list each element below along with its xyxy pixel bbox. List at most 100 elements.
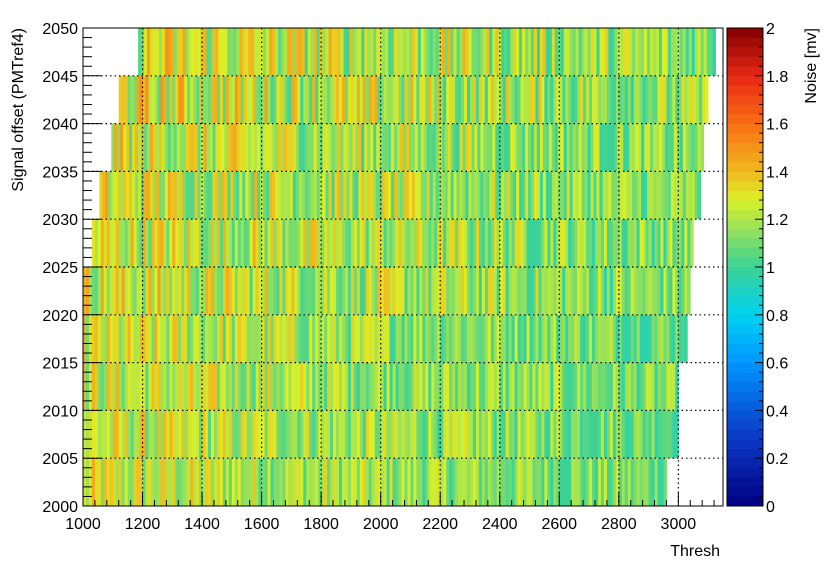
heatmap-cell <box>315 410 319 459</box>
heatmap-cell <box>276 362 280 411</box>
heatmap-cell <box>623 171 627 220</box>
heatmap-cell <box>157 458 161 506</box>
heatmap-cell <box>612 362 617 411</box>
heatmap-cell <box>182 28 187 76</box>
heatmap-cell <box>457 0 460 28</box>
heatmap-cell <box>577 410 581 459</box>
heatmap-cell <box>243 267 248 315</box>
heatmap-cell <box>173 123 178 172</box>
heatmap-cell <box>112 219 117 267</box>
heatmap-cell <box>362 75 367 124</box>
heatmap-cell <box>435 123 440 172</box>
heatmap-cell <box>218 171 222 220</box>
heatmap-cell <box>437 458 441 506</box>
heatmap-cell <box>397 123 401 172</box>
colorbar-swatch <box>727 152 763 163</box>
heatmap-cell <box>535 410 539 459</box>
heatmap-cell <box>542 28 547 76</box>
heatmap-cell <box>362 267 367 315</box>
heatmap-cell <box>230 28 234 76</box>
heatmap-cell <box>448 0 451 28</box>
heatmap-cell <box>103 410 108 459</box>
heatmap-cell <box>559 75 563 124</box>
heatmap-cell <box>504 0 507 28</box>
heatmap-cell <box>142 314 146 363</box>
heatmap-cell <box>300 219 304 267</box>
heatmap-cell <box>175 410 179 459</box>
heatmap-cell <box>364 171 368 220</box>
heatmap-cell <box>397 0 400 28</box>
heatmap-cell <box>364 123 368 172</box>
heatmap-cell <box>166 410 170 459</box>
heatmap-cell <box>94 410 99 459</box>
heatmap-cell <box>142 362 146 411</box>
heatmap-cell <box>203 171 207 220</box>
heatmap-cell <box>678 267 682 315</box>
heatmap-cell <box>520 458 524 506</box>
heatmap-cell <box>386 75 391 124</box>
heatmap-cell <box>187 458 191 506</box>
heatmap-cell <box>154 314 158 363</box>
heatmap-cell <box>230 123 234 172</box>
heatmap-cell <box>422 75 426 124</box>
heatmap-cell <box>522 28 526 76</box>
heatmap-cell <box>641 28 645 76</box>
heatmap-cell <box>547 410 551 459</box>
heatmap-cell <box>440 410 444 459</box>
heatmap-cell <box>467 219 471 267</box>
heatmap-cell <box>407 362 411 411</box>
heatmap-cell <box>663 410 667 459</box>
heatmap-cell <box>493 75 498 124</box>
heatmap-cell <box>507 28 511 76</box>
heatmap-cell <box>350 314 355 363</box>
heatmap-cell <box>511 314 516 363</box>
heatmap-cell <box>456 28 460 76</box>
heatmap-cell <box>615 267 620 315</box>
heatmap-cell <box>672 267 676 315</box>
heatmap-cell <box>481 75 486 124</box>
heatmap-cell <box>392 458 396 506</box>
heatmap-cell <box>689 0 692 28</box>
heatmap-cell <box>297 219 301 267</box>
heatmap-cell <box>355 123 359 172</box>
heatmap-cell <box>464 410 468 459</box>
heatmap-cell <box>230 171 234 220</box>
heatmap-cell <box>306 75 310 124</box>
heatmap-cell <box>282 267 286 315</box>
heatmap-cell <box>240 75 245 124</box>
heatmap-cell <box>588 0 591 28</box>
heatmap-cell <box>560 123 565 172</box>
heatmap-cell <box>386 219 391 267</box>
colorbar-swatch <box>727 295 763 306</box>
heatmap-cell <box>215 28 219 76</box>
heatmap-cell <box>267 410 271 459</box>
heatmap-cell <box>584 171 588 220</box>
heatmap-cell <box>269 123 273 172</box>
heatmap-cell <box>545 28 550 76</box>
heatmap-cell <box>684 314 688 363</box>
heatmap-cell <box>321 458 325 506</box>
heatmap-cell <box>148 75 152 124</box>
heatmap-cell <box>147 171 151 220</box>
heatmap-cell <box>197 28 201 76</box>
heatmap-cell <box>671 0 674 28</box>
heatmap-cell <box>446 75 450 124</box>
heatmap-cell <box>337 171 341 220</box>
heatmap-cell <box>233 28 237 76</box>
heatmap-cell <box>455 410 459 459</box>
y-tick-label: 2040 <box>42 117 78 134</box>
heatmap-cell <box>297 75 301 124</box>
heatmap-cell <box>440 219 444 267</box>
heatmap-cell <box>452 314 456 363</box>
heatmap-cell <box>279 75 283 124</box>
heatmap-cell <box>132 171 136 220</box>
heatmap-cell <box>626 28 630 76</box>
heatmap-cell <box>324 314 328 363</box>
heatmap-cell <box>630 410 635 459</box>
heatmap-cell <box>606 75 611 124</box>
heatmap-cell <box>469 267 474 315</box>
heatmap-cell <box>172 219 176 267</box>
heatmap-cell <box>463 0 466 28</box>
heatmap-cell <box>648 267 652 315</box>
heatmap-cell <box>380 75 385 124</box>
